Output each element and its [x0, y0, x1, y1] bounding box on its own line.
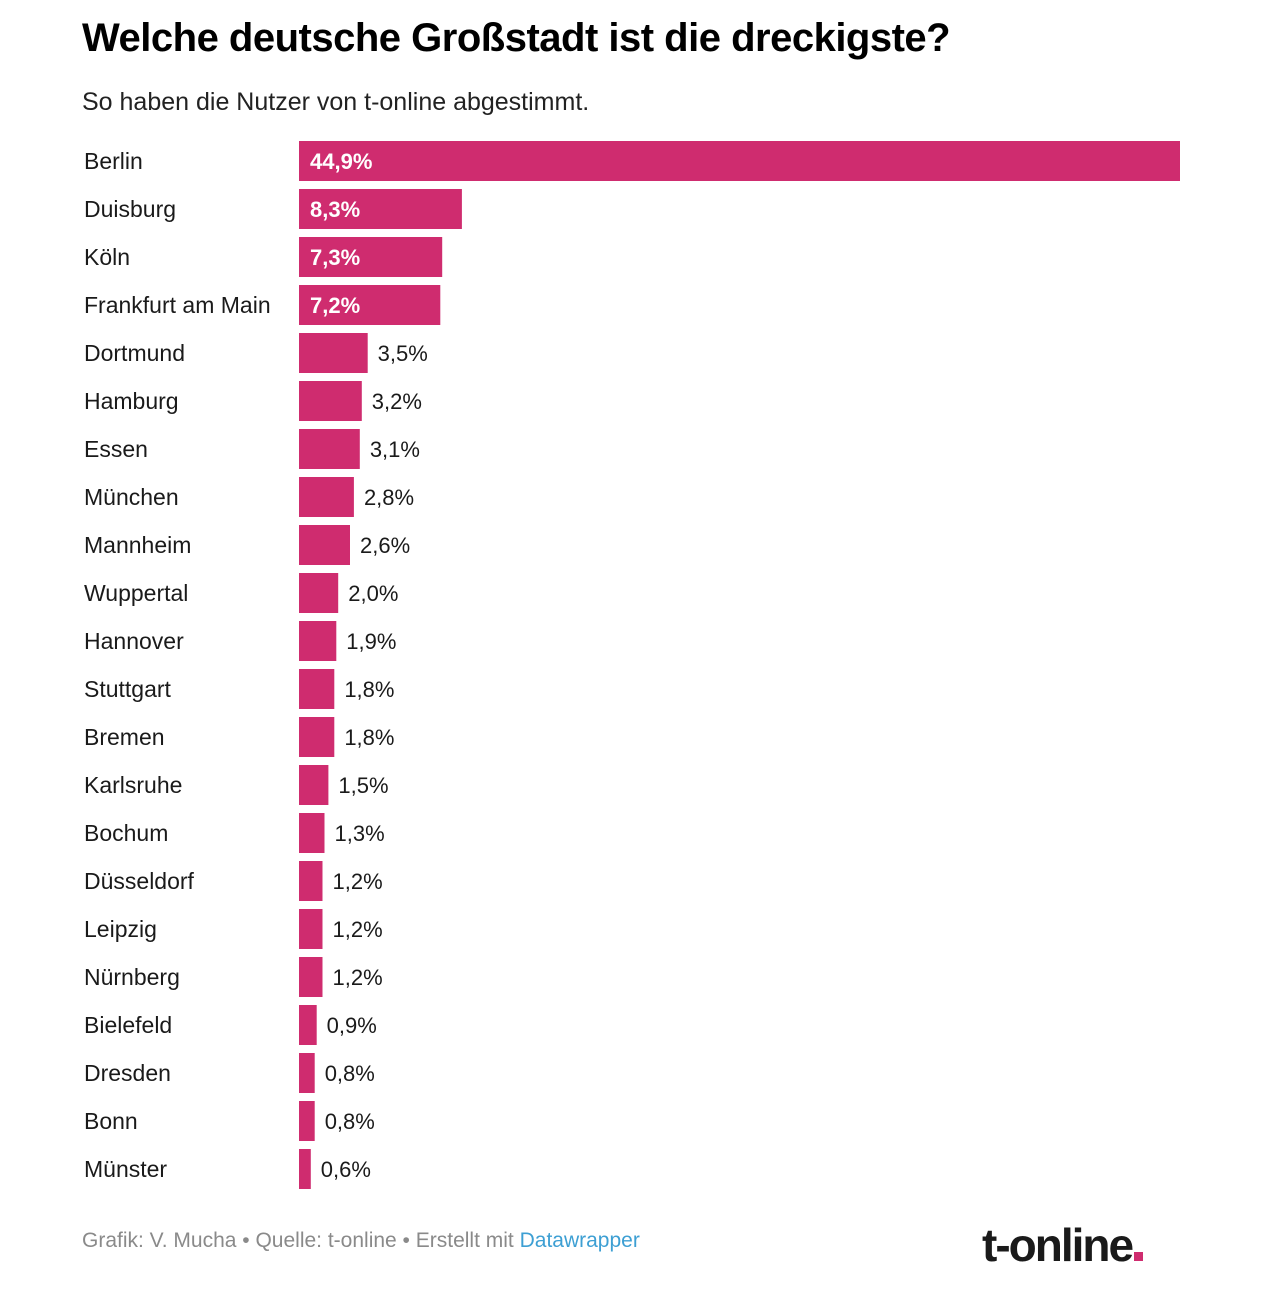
category-label: Hamburg — [84, 388, 179, 414]
value-label: 1,3% — [335, 821, 385, 846]
category-label: Hannover — [84, 628, 184, 654]
category-label: Mannheim — [84, 532, 191, 558]
bar — [299, 861, 323, 901]
category-label: Duisburg — [84, 196, 176, 222]
value-label: 3,1% — [370, 437, 420, 462]
bar — [299, 477, 354, 517]
category-label: Stuttgart — [84, 676, 172, 702]
bar — [299, 1101, 315, 1141]
logo-dot-icon — [1134, 1252, 1144, 1261]
footer-credits: Grafik: V. Mucha • Quelle: t-online • Er… — [82, 1229, 640, 1253]
category-label: Münster — [84, 1156, 167, 1182]
value-label: 8,3% — [310, 197, 360, 222]
bar — [299, 717, 335, 757]
value-label: 3,5% — [378, 341, 428, 366]
value-label: 2,8% — [364, 485, 414, 510]
bar — [299, 429, 360, 469]
value-label: 1,8% — [344, 725, 394, 750]
category-label: Bremen — [84, 724, 165, 750]
bar — [299, 1053, 315, 1093]
bar — [299, 765, 329, 805]
category-label: Nürnberg — [84, 964, 180, 990]
category-label: Karlsruhe — [84, 772, 182, 798]
bar — [299, 141, 1180, 181]
value-label: 1,8% — [344, 677, 394, 702]
value-label: 0,8% — [325, 1061, 375, 1086]
bar — [299, 285, 441, 325]
bar — [299, 1149, 311, 1189]
category-label: Wuppertal — [84, 580, 188, 606]
value-label: 1,2% — [333, 917, 383, 942]
category-label: Bochum — [84, 820, 168, 846]
value-label: 1,2% — [333, 965, 383, 990]
t-online-logo: t-online — [982, 1219, 1144, 1271]
category-label: Düsseldorf — [84, 868, 195, 894]
category-label: Frankfurt am Main — [84, 292, 271, 318]
bar — [299, 621, 337, 661]
category-label: Dresden — [84, 1060, 171, 1086]
bar — [299, 237, 443, 277]
bar — [299, 813, 325, 853]
bar — [299, 669, 335, 709]
value-label: 2,6% — [360, 533, 410, 558]
value-label: 7,2% — [310, 293, 360, 318]
category-label: München — [84, 484, 179, 510]
bar — [299, 909, 323, 949]
chart-subtitle: So haben die Nutzer von t-online abgesti… — [82, 88, 590, 116]
value-label: 2,0% — [348, 581, 398, 606]
category-label: Bielefeld — [84, 1012, 172, 1038]
value-label: 1,5% — [338, 773, 388, 798]
bar — [299, 573, 339, 613]
category-label: Berlin — [84, 148, 143, 174]
value-label: 0,9% — [327, 1013, 377, 1038]
credit-text: Grafik: V. Mucha • Quelle: t-online • Er… — [82, 1229, 520, 1252]
logo-text: t-online — [982, 1219, 1134, 1271]
value-label: 7,3% — [310, 245, 360, 270]
value-label: 1,9% — [346, 629, 396, 654]
category-label: Bonn — [84, 1108, 138, 1134]
category-label: Dortmund — [84, 340, 185, 366]
chart-title: Welche deutsche Großstadt ist die drecki… — [82, 16, 951, 60]
bar — [299, 189, 462, 229]
value-label: 44,9% — [310, 149, 372, 174]
bar-chart: Berlin 44,9% Duisburg 8,3% Köln 7,3% Frankfurt… — [84, 141, 1180, 1189]
bar — [299, 333, 368, 373]
category-label: Essen — [84, 436, 148, 462]
value-label: 1,2% — [333, 869, 383, 894]
value-label: 0,8% — [325, 1109, 375, 1134]
bar — [299, 1005, 317, 1045]
category-label: Köln — [84, 244, 130, 270]
bar — [299, 381, 362, 421]
value-label: 3,2% — [372, 389, 422, 414]
datawrapper-link[interactable]: Datawrapper — [519, 1229, 640, 1252]
bar — [299, 525, 350, 565]
bar — [299, 957, 323, 997]
category-label: Leipzig — [84, 916, 157, 942]
value-label: 0,6% — [321, 1157, 371, 1182]
